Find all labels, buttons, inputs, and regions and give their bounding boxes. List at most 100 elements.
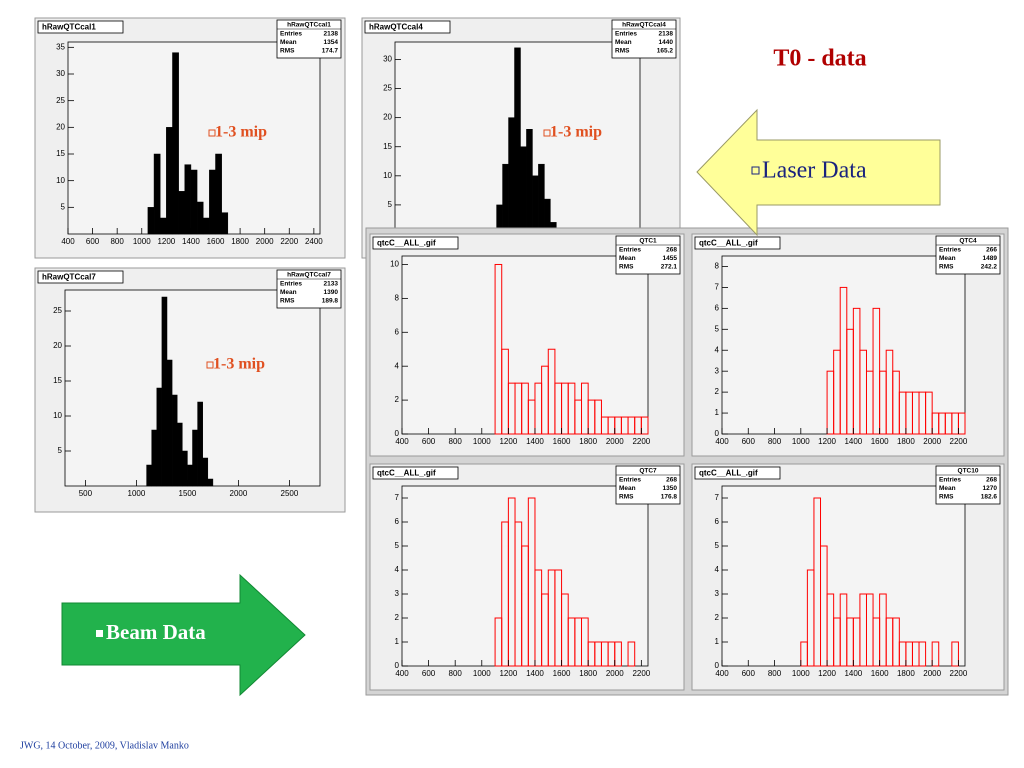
stats-title: QTC4	[959, 238, 977, 245]
stat-value: 266	[986, 247, 997, 254]
stats-title: QTC1	[639, 238, 657, 245]
histogram-bin	[514, 47, 521, 235]
histogram-bin	[171, 394, 178, 487]
x-tick-label: 1800	[897, 437, 915, 446]
x-tick-label: 2200	[950, 669, 968, 678]
histogram-panel: 5 10 15 20 25 30 35 400 600 800 1000 1200 1400 1600 18…	[34, 17, 346, 259]
x-tick-label: 2000	[923, 669, 941, 678]
stat-name: RMS	[939, 264, 954, 271]
x-tick-label: 2000	[606, 669, 624, 678]
stats-title: hRawQTCcal7	[287, 272, 331, 279]
stat-name: RMS	[619, 264, 634, 271]
title-box	[372, 466, 459, 480]
x-tick-label: 800	[768, 669, 782, 678]
stat-value: 268	[666, 477, 677, 484]
x-tick-label: 1600	[553, 669, 571, 678]
plot-area	[401, 255, 649, 435]
title-box	[372, 236, 459, 250]
x-tick-label: 400	[395, 437, 409, 446]
x-tick-label: 1200	[499, 669, 517, 678]
histogram-bin	[508, 117, 515, 235]
y-tick-label: 1	[715, 408, 720, 417]
histogram-bin	[146, 464, 152, 487]
stats-box	[276, 269, 342, 309]
y-tick-label: 15	[56, 149, 65, 158]
x-tick-label: 600	[86, 237, 100, 246]
stats-title: QTC10	[958, 468, 979, 475]
y-tick-label: 3	[395, 589, 400, 598]
histogram-bin	[209, 169, 216, 235]
y-tick-label: 2	[395, 613, 400, 622]
y-tick-label: 30	[383, 55, 392, 64]
histogram-bin	[197, 401, 203, 487]
histogram-bin	[161, 296, 168, 487]
heading: T0 - data	[773, 46, 866, 72]
x-tick-label: 2200	[950, 437, 968, 446]
histogram-bin	[538, 163, 545, 235]
stat-value: 1489	[983, 255, 998, 262]
histogram-bin	[176, 422, 183, 487]
y-tick-label: 2	[715, 613, 720, 622]
histogram-bin	[951, 641, 959, 667]
stat-value: 2133	[324, 281, 339, 288]
bullet	[751, 166, 760, 175]
panel-title: qtcC__ALL_.gif	[699, 239, 758, 248]
x-tick-label: 1000	[473, 669, 491, 678]
y-tick-label: 20	[53, 341, 62, 350]
y-tick-label: 25	[53, 306, 62, 315]
histogram-bin	[520, 146, 527, 235]
y-tick-label: 10	[53, 411, 62, 420]
histogram-bin	[918, 641, 927, 667]
stat-value: 272.1	[661, 264, 678, 271]
histogram-bin	[221, 212, 229, 235]
x-tick-label: 2000	[923, 437, 941, 446]
y-tick-label: 25	[56, 96, 65, 105]
x-tick-label: 1200	[818, 669, 836, 678]
x-tick-label: 1400	[526, 437, 544, 446]
x-tick-label: 500	[79, 489, 93, 498]
x-tick-label: 1600	[871, 437, 889, 446]
stat-name: RMS	[939, 494, 954, 501]
stats-box	[276, 19, 342, 59]
stat-name: Mean	[280, 289, 297, 296]
panel-title: hRawQTCcal1	[42, 23, 96, 32]
y-tick-label: 35	[56, 42, 65, 51]
stat-name: Mean	[615, 39, 632, 46]
stat-value: 242.2	[981, 264, 998, 271]
stats-box	[615, 465, 681, 505]
y-tick-label: 7	[395, 493, 400, 502]
x-tick-label: 2200	[280, 237, 298, 246]
plot-area	[401, 485, 649, 667]
x-tick-label: 800	[449, 437, 463, 446]
x-tick-label: 1800	[231, 237, 249, 246]
x-tick-label: 1400	[844, 669, 862, 678]
x-tick-label: 1400	[182, 237, 200, 246]
x-tick-label: 2500	[281, 489, 299, 498]
stat-value: 189.8	[322, 298, 339, 305]
x-tick-label: 1000	[792, 669, 810, 678]
x-tick-label: 800	[449, 669, 463, 678]
histogram-bin	[957, 412, 966, 435]
stat-name: Entries	[280, 281, 302, 288]
histogram-bin	[502, 163, 509, 235]
y-tick-label: 5	[61, 202, 66, 211]
stat-name: Mean	[939, 485, 956, 492]
y-tick-label: 4	[395, 565, 400, 574]
y-tick-label: 6	[715, 303, 720, 312]
y-tick-label: 8	[395, 293, 400, 302]
bullet	[206, 361, 214, 369]
y-tick-label: 0	[715, 429, 720, 438]
x-tick-label: 1600	[207, 237, 225, 246]
stat-name: Entries	[615, 31, 637, 38]
x-tick-label: 1400	[844, 437, 862, 446]
stats-box	[615, 235, 681, 275]
x-tick-label: 600	[422, 669, 436, 678]
y-tick-label: 6	[395, 327, 400, 336]
title-box	[694, 236, 781, 250]
y-tick-label: 5	[388, 200, 393, 209]
stat-name: Entries	[619, 477, 641, 484]
laser-label: Laser Data	[762, 158, 867, 184]
stat-name: Entries	[619, 247, 641, 254]
